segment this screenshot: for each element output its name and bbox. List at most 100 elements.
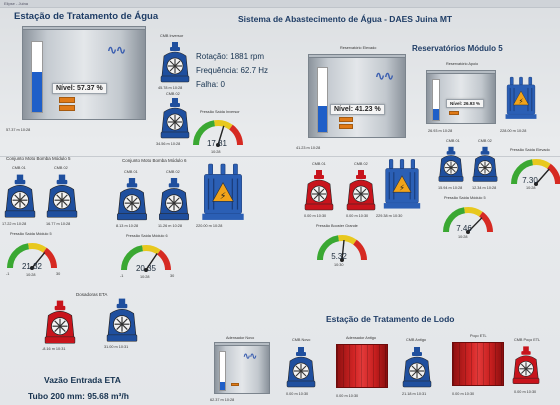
etl-cmb-novo-pump-icon[interactable] [286,346,316,390]
valve-icon [59,105,75,111]
modulo6-pump1-icon[interactable] [116,178,148,222]
eta-tank[interactable]: ∿∿ [22,26,146,120]
modulo5-pump1-icon[interactable] [4,174,36,220]
modulo6-scale-high: 30 [170,274,175,278]
window-tab[interactable]: Elipse - Juina [4,1,29,6]
reservoirs-title: Reservatórios Módulo 5 [412,44,503,53]
etl-pump2-label: CMB Antigo [406,338,427,342]
window-tab-bar: Elipse - Juina [0,0,560,8]
valve-icon [231,383,239,386]
valve-icon [59,97,75,103]
inversor-gauge-label: Pressão Saída Inversor [200,110,240,114]
eta-title: Estação de Tratamento de Água [14,11,159,22]
modulo5-pump2-reading: 16.77 m 10:28 [46,222,71,226]
dosadora1-reading: -8.16 m 10:31 [42,347,66,351]
modulo6-pump2-reading: 11.26 m 10:28 [158,224,182,228]
modulo6-pump2-icon[interactable] [158,178,190,222]
svg-text:⚡: ⚡ [519,97,524,105]
dosadora2-reading: 31.00 m 10:31 [104,345,129,349]
booster-pressure-gauge [314,232,370,262]
modulo6-gauge-time: 10:28 [140,275,150,279]
reservoir-right-level-fill [433,109,439,120]
right-gauge2-value: 7.30 [522,176,538,185]
modulo5-gauge-value: 21.32 [21,262,43,271]
modulo6-label: Conjunto Moto Bomba Módulo 6 [122,158,187,163]
flow-title: Vazão Entrada ETA [44,375,121,385]
booster-pump1-reading: 0.00 m 10:30 [304,214,327,218]
right-modulo5-pressure-gauge [440,204,496,234]
transformer-icon[interactable]: ⚡ [382,156,422,217]
svg-text:⚡: ⚡ [399,182,405,192]
flow-value: Tubo 200 mm: 95.68 m³/h [28,391,129,401]
etl-cmb-poco-pump-icon[interactable] [512,344,540,388]
etl-adensador-novo-tank[interactable]: ∿∿ [214,342,270,394]
right-pump2-reading: 12.34 m 10:28 [472,186,497,190]
right-gauge2-label: Pressão Saída Elevado [510,148,550,152]
modulo6-gauge-value: 20.35 [135,264,157,273]
booster-gauge-label: Pressão Booster Grande [316,224,358,228]
inversor-pump-icon[interactable] [160,42,190,84]
etl-adensador-antigo-tank[interactable] [336,344,388,388]
etl-tank3-label: Poço ETL [470,334,487,338]
elevado-pressure-gauge [508,156,560,186]
reservoir-right-tank[interactable] [426,70,496,124]
reservoir-center-nivel: Nível: 41.23 % [330,104,385,115]
etl-pump3-reading: 0.00 m 10:30 [514,390,537,394]
etl-tank1-reading: 62.37 m 10:28 [210,398,235,402]
reservoir-center-level-bar [317,67,328,133]
right-cmb02-label: CMB 02 [478,139,492,143]
reservoir-center-level-fill [318,105,327,132]
modulo6-scale-low: -1 [120,274,124,278]
reservoir-right-nivel: Nível: 26.93 % [446,99,485,108]
booster-pump2-icon[interactable] [346,170,376,212]
dosadoras-label: Dosadoras ETA [76,292,108,297]
reservoir-center-reading: 41.23 m 10:28 [296,146,321,150]
modulo6-pump1-reading: 8.13 m 10:28 [116,224,139,228]
cmb02-reading: 34.56 m 10:28 [156,142,181,146]
valve-icon [339,117,353,122]
cmb02-pump-icon[interactable] [160,98,190,140]
reservoir-right-level-bar [432,79,440,121]
cmb-inversor-label: CMB Inversor [160,34,184,38]
system-title: Sistema de Abastecimento de Água - DAES … [238,14,453,24]
etl-tank3-reading: 0.00 m 10:30 [452,392,475,396]
booster-cmb01-label: CMB 01 [312,162,326,166]
modulo5-pump2-icon[interactable] [46,174,78,220]
etl-poco-tank[interactable] [452,342,504,386]
etl-cmb-antigo-pump-icon[interactable] [402,346,432,390]
booster-pump1-icon[interactable] [304,170,334,212]
right-gauge1-time: 10:28 [458,235,468,239]
modulo5-label: Conjunto Moto Bomba Módulo 5 [6,156,71,161]
booster-gauge-time: 10:30 [334,263,344,267]
inversor-gauge-time: 10:28 [211,150,221,154]
etl-tank2-label: Adensador Antigo [346,336,376,340]
cmb02-label: CMB 02 [166,92,180,96]
etl-pump3-label: CMB Poço ETL [514,338,541,342]
eta-level-bar [31,41,43,113]
booster-gauge-value: 5.32 [331,252,347,261]
right-cmb01-label: CMB 01 [446,139,460,143]
reservoir-center-tank[interactable]: ∿∿ [308,54,406,138]
right-gauge2-time: 10:28 [526,186,536,190]
transformer-icon[interactable]: ⚡ [200,162,246,227]
eta-reading: 57.37 m 10:28 [6,128,31,132]
inversor-pressure-gauge [190,117,246,147]
reservoir-center-title: Reservatório Elevado [340,46,377,50]
modulo5-scale-high: 30 [56,272,61,276]
reservoir-right-reading: 26.93 m 10:28 [428,129,453,133]
falha-text: Falha: 0 [196,80,225,89]
dosadora2-pump-icon[interactable] [106,298,138,344]
right-pump2-icon[interactable] [472,146,498,184]
right-pump1-icon[interactable] [438,146,464,184]
frequencia-text: Frequência: 62.7 Hz [196,66,269,75]
right-pump1-reading: 15.94 m 10:28 [438,186,463,190]
valve-icon [449,111,459,115]
water-wave-icon: ∿∿ [375,69,394,83]
modulo5-cmb01-label: CMB 01 [12,166,26,170]
dosadora1-pump-icon[interactable] [44,300,76,346]
inversor-pump-reading: 45.78 m 10:28 [158,86,183,90]
right-gauge1-label: Pressão Saída Módulo 5 [444,196,486,200]
transformer-icon[interactable]: ⚡ [504,74,538,127]
modulo5-pressure-gauge [4,240,60,270]
modulo6-transformer-reading: 220.00 m 10:28 [196,224,223,228]
